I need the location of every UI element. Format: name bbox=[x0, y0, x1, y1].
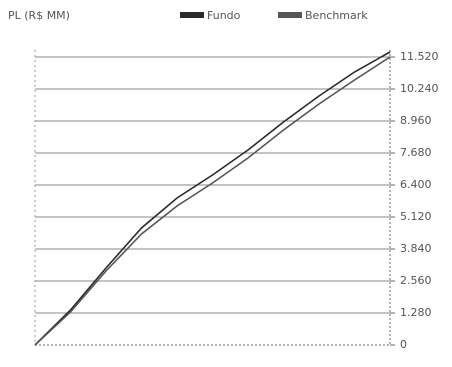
legend-swatch bbox=[180, 12, 204, 18]
chart-title: PL (R$ MM) bbox=[8, 9, 70, 22]
y-tick-label: 0 bbox=[400, 338, 407, 351]
y-tick-label: 7.680 bbox=[400, 146, 432, 159]
y-tick-label: 6.400 bbox=[400, 178, 432, 191]
y-tick-label: 2.560 bbox=[400, 274, 432, 287]
y-tick-label: 8.960 bbox=[400, 114, 432, 127]
series-line bbox=[34, 51, 391, 346]
legend-label: Benchmark bbox=[305, 9, 368, 22]
y-tick-label: 10.240 bbox=[400, 82, 439, 95]
y-tick-label: 5.120 bbox=[400, 210, 432, 223]
y-tick-label: 1.280 bbox=[400, 306, 432, 319]
series-line bbox=[34, 56, 391, 346]
y-tick-label: 11.520 bbox=[400, 50, 439, 63]
legend-label: Fundo bbox=[207, 9, 241, 22]
legend-swatch bbox=[278, 12, 302, 18]
y-tick-label: 3.840 bbox=[400, 242, 432, 255]
